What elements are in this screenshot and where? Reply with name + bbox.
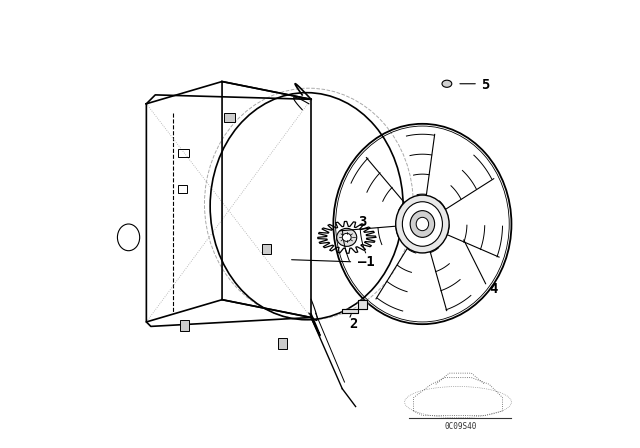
Bar: [262, 244, 271, 254]
Text: 3: 3: [358, 215, 366, 229]
Ellipse shape: [410, 211, 435, 237]
Text: 2: 2: [349, 317, 357, 331]
Ellipse shape: [117, 224, 140, 251]
Ellipse shape: [337, 228, 356, 246]
Ellipse shape: [416, 217, 429, 231]
Bar: [278, 337, 287, 349]
Polygon shape: [342, 300, 367, 313]
Bar: [177, 149, 189, 157]
Text: –1: –1: [358, 255, 374, 269]
Bar: [180, 320, 189, 331]
Bar: [177, 185, 188, 193]
Bar: [224, 113, 236, 121]
Text: 5: 5: [481, 78, 490, 92]
Text: 4: 4: [489, 281, 497, 296]
Ellipse shape: [442, 80, 452, 87]
Ellipse shape: [396, 195, 449, 253]
Ellipse shape: [403, 202, 442, 246]
Ellipse shape: [342, 233, 351, 241]
Polygon shape: [318, 221, 376, 253]
Text: 0C09S40: 0C09S40: [444, 422, 476, 431]
